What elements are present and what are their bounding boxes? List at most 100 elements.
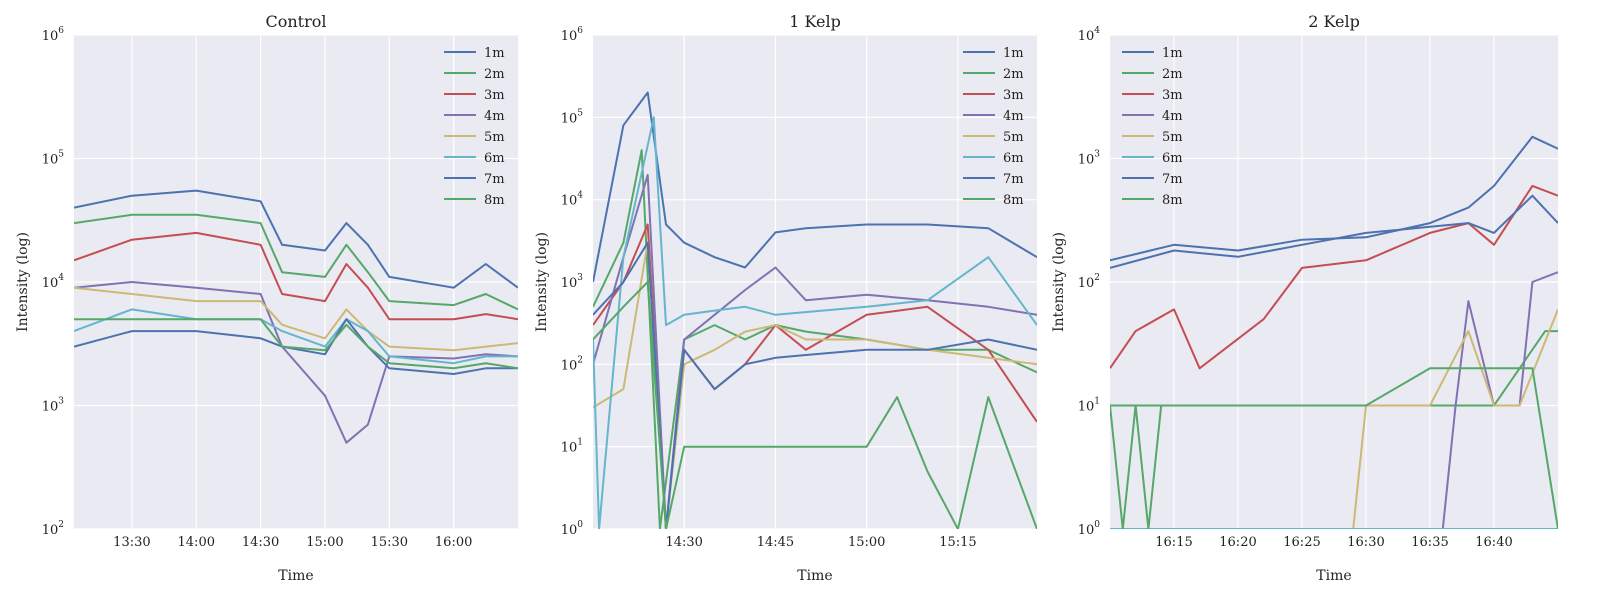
y-tick-label: 102	[561, 355, 583, 373]
y-axis-label: Intensity (log)	[1051, 232, 1067, 332]
y-tick-exponent: 6	[58, 26, 64, 36]
series-line-8m	[1110, 367, 1558, 529]
y-tick-base: 10	[561, 276, 578, 291]
series-group	[1110, 135, 1558, 529]
legend-label: 8m	[1162, 193, 1183, 208]
y-tick-label: 101	[561, 438, 583, 456]
series-line-5m	[1110, 309, 1558, 529]
y-tick-base: 10	[1078, 400, 1095, 415]
x-tick-label: 14:30	[665, 535, 702, 550]
x-axis-label: Time	[278, 568, 313, 584]
x-tick-label: 16:20	[1219, 535, 1256, 550]
series-group	[74, 189, 518, 444]
y-tick-exponent: 2	[577, 355, 583, 365]
series-line-2m	[74, 213, 518, 311]
y-tick-label: 102	[42, 520, 64, 538]
series-line-6m	[593, 116, 1037, 529]
series-line-8m	[74, 318, 518, 370]
x-tick-label: 15:00	[848, 535, 885, 550]
y-tick-base: 10	[42, 276, 59, 291]
y-tick-base: 10	[561, 358, 578, 373]
y-tick-base: 10	[561, 29, 578, 44]
legend-label: 1m	[484, 46, 505, 61]
x-tick-label: 14:45	[757, 535, 794, 550]
series-line-1m	[593, 91, 1037, 283]
y-tick-exponent: 3	[58, 397, 64, 407]
y-tick-base: 10	[1078, 153, 1095, 168]
x-tick-label: 13:30	[113, 535, 150, 550]
legend-label: 5m	[484, 130, 505, 145]
legend-label: 2m	[484, 67, 505, 82]
x-tick-label: 16:00	[435, 535, 472, 550]
y-tick-base: 10	[561, 441, 578, 456]
legend-label: 6m	[1162, 151, 1183, 166]
legend-label: 6m	[484, 151, 505, 166]
series-line-1m	[74, 189, 518, 289]
series-line-7m	[1110, 194, 1558, 269]
y-axis-label: Intensity (log)	[534, 232, 550, 332]
legend-label: 8m	[484, 193, 505, 208]
legend-label: 1m	[1003, 46, 1024, 61]
legend-label: 1m	[1162, 46, 1183, 61]
x-tick-label: 16:40	[1475, 535, 1512, 550]
legend-label: 2m	[1003, 67, 1024, 82]
y-tick-exponent: 4	[58, 273, 64, 283]
y-tick-exponent: 4	[577, 191, 583, 201]
y-tick-exponent: 5	[58, 150, 64, 160]
legend-label: 7m	[484, 172, 505, 187]
y-tick-exponent: 1	[1094, 397, 1100, 407]
y-tick-label: 105	[561, 108, 584, 126]
y-tick-label: 104	[1078, 26, 1101, 44]
legend-label: 3m	[1162, 88, 1183, 103]
series-line-3m	[1110, 184, 1558, 370]
legend: 1m 2m 3m 4m 5m 6m 7m 8m	[963, 46, 1024, 208]
legend-label: 4m	[1162, 109, 1183, 124]
y-tick-label: 103	[561, 273, 584, 291]
y-tick-base: 10	[1078, 523, 1095, 538]
x-tick-label: 16:30	[1347, 535, 1384, 550]
y-tick-label: 102	[1078, 273, 1100, 291]
x-axis-label: Time	[797, 568, 832, 584]
series-line-4m	[1110, 271, 1558, 529]
x-tick-label: 15:30	[371, 535, 408, 550]
series-line-8m	[593, 281, 1037, 529]
legend-label: 7m	[1003, 172, 1024, 187]
y-tick-label: 103	[42, 397, 65, 415]
y-tick-label: 104	[42, 273, 65, 291]
y-tick-base: 10	[42, 153, 59, 168]
legend-label: 3m	[484, 88, 505, 103]
y-tick-exponent: 0	[1094, 520, 1100, 530]
y-tick-base: 10	[42, 400, 59, 415]
legend-label: 4m	[484, 109, 505, 124]
y-tick-base: 10	[1078, 29, 1095, 44]
y-tick-base: 10	[561, 111, 578, 126]
y-tick-exponent: 4	[1094, 26, 1100, 36]
x-axis-label: Time	[1316, 568, 1351, 584]
y-tick-label: 106	[561, 26, 584, 44]
y-tick-exponent: 3	[1094, 150, 1100, 160]
series-group	[593, 91, 1037, 529]
y-tick-base: 10	[42, 29, 59, 44]
y-tick-label: 103	[1078, 150, 1101, 168]
y-axis-label: Intensity (log)	[15, 232, 31, 332]
legend-label: 6m	[1003, 151, 1024, 166]
legend-label: 5m	[1162, 130, 1183, 145]
y-tick-base: 10	[1078, 276, 1095, 291]
x-tick-label: 15:00	[306, 535, 343, 550]
y-tick-label: 101	[1078, 397, 1100, 415]
y-tick-base: 10	[561, 194, 578, 209]
x-tick-label: 16:35	[1411, 535, 1448, 550]
series-line-6m	[74, 308, 518, 365]
series-line-4m	[74, 281, 518, 444]
y-tick-label: 104	[561, 191, 584, 209]
legend-label: 4m	[1003, 109, 1024, 124]
y-tick-base: 10	[42, 523, 59, 538]
x-tick-label: 16:15	[1155, 535, 1192, 550]
chart-title: 2 Kelp	[1308, 12, 1360, 31]
legend-label: 8m	[1003, 193, 1024, 208]
chart-title: Control	[265, 12, 326, 31]
series-line-5m	[74, 286, 518, 352]
